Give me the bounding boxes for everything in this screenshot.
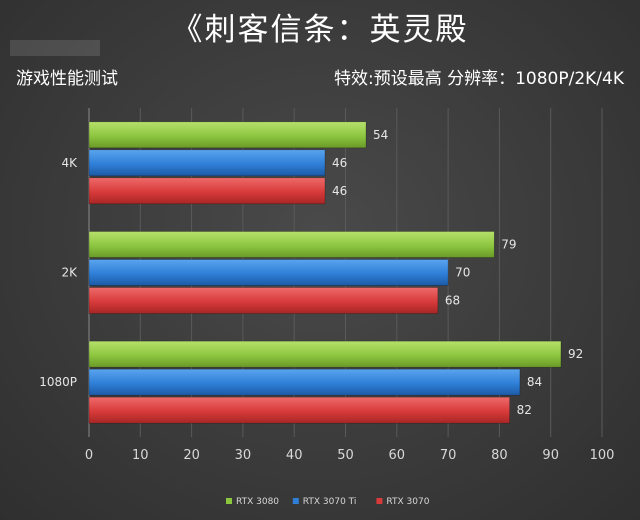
- legend-swatch: [376, 498, 383, 504]
- data-label: 84: [527, 375, 542, 389]
- data-label: 82: [517, 403, 532, 417]
- legend-label: RTX 3070 Ti: [303, 497, 357, 507]
- legend-label: RTX 3080: [236, 497, 279, 507]
- bar: [88, 231, 495, 258]
- data-label: 79: [501, 238, 516, 252]
- data-label: 54: [373, 128, 388, 142]
- bar: [88, 396, 510, 424]
- x-tick-label: 60: [389, 448, 406, 463]
- bar: [88, 177, 326, 205]
- bar: [88, 368, 521, 396]
- chart-title: 《刺客信条：英灵殿: [171, 12, 469, 48]
- chart-subtitle-right: 特效:预设最高 分辨率：1080P/2K/4K: [333, 69, 624, 89]
- legend-swatch: [292, 498, 299, 504]
- data-label: 46: [332, 184, 347, 198]
- x-tick-label: 10: [132, 448, 149, 463]
- x-tick-label: 40: [286, 448, 303, 463]
- data-label: 46: [332, 156, 347, 170]
- data-label: 92: [568, 347, 583, 361]
- x-tick-label: 50: [337, 448, 354, 463]
- x-tick-label: 100: [590, 448, 615, 463]
- bar: [88, 121, 367, 149]
- y-category-label: 4K: [61, 156, 78, 170]
- bar: [88, 259, 449, 286]
- x-tick-label: 30: [235, 448, 252, 463]
- chart-subtitle-left: 游戏性能测试: [16, 69, 118, 89]
- y-category-label: 2K: [61, 266, 78, 280]
- bar: [88, 287, 439, 314]
- x-tick-label: 20: [183, 448, 200, 463]
- bar: [88, 340, 562, 368]
- legend-label: RTX 3070: [386, 497, 429, 507]
- x-tick-label: 80: [491, 448, 508, 463]
- title-shade: [10, 40, 100, 56]
- bar: [88, 149, 326, 177]
- y-category-label: 1080P: [39, 375, 77, 389]
- x-tick-label: 90: [542, 448, 559, 463]
- data-label: 70: [455, 266, 470, 280]
- x-tick-label: 70: [440, 448, 457, 463]
- legend-swatch: [226, 498, 232, 504]
- x-tick-label: 0: [85, 448, 93, 463]
- data-label: 68: [445, 294, 460, 308]
